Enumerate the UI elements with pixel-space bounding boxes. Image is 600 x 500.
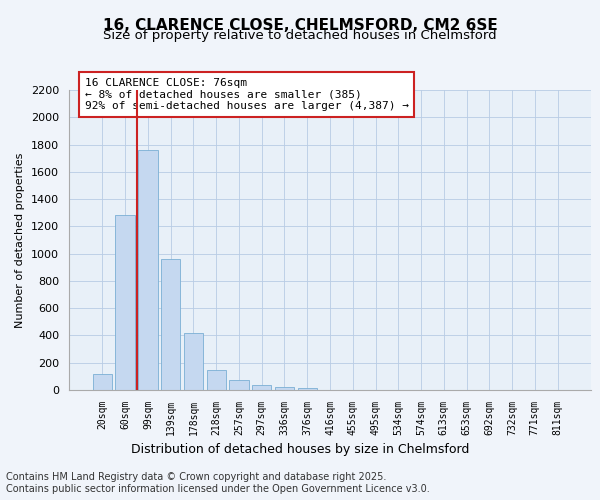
Text: Size of property relative to detached houses in Chelmsford: Size of property relative to detached ho…: [103, 29, 497, 42]
Bar: [184, 334, 203, 390]
Bar: [206, 370, 226, 390]
Text: 16, CLARENCE CLOSE, CHELMSFORD, CM2 6SE: 16, CLARENCE CLOSE, CHELMSFORD, CM2 6SE: [103, 18, 497, 32]
Text: Contains public sector information licensed under the Open Government Licence v3: Contains public sector information licen…: [6, 484, 430, 494]
Bar: [93, 374, 112, 390]
Bar: [252, 384, 271, 390]
Bar: [115, 216, 135, 390]
Bar: [138, 150, 158, 390]
Bar: [298, 388, 317, 390]
Text: 16 CLARENCE CLOSE: 76sqm
← 8% of detached houses are smaller (385)
92% of semi-d: 16 CLARENCE CLOSE: 76sqm ← 8% of detache…: [85, 78, 409, 111]
Y-axis label: Number of detached properties: Number of detached properties: [16, 152, 25, 328]
Bar: [275, 388, 294, 390]
Text: Distribution of detached houses by size in Chelmsford: Distribution of detached houses by size …: [131, 442, 469, 456]
Bar: [229, 380, 248, 390]
Bar: [161, 259, 181, 390]
Text: Contains HM Land Registry data © Crown copyright and database right 2025.: Contains HM Land Registry data © Crown c…: [6, 472, 386, 482]
